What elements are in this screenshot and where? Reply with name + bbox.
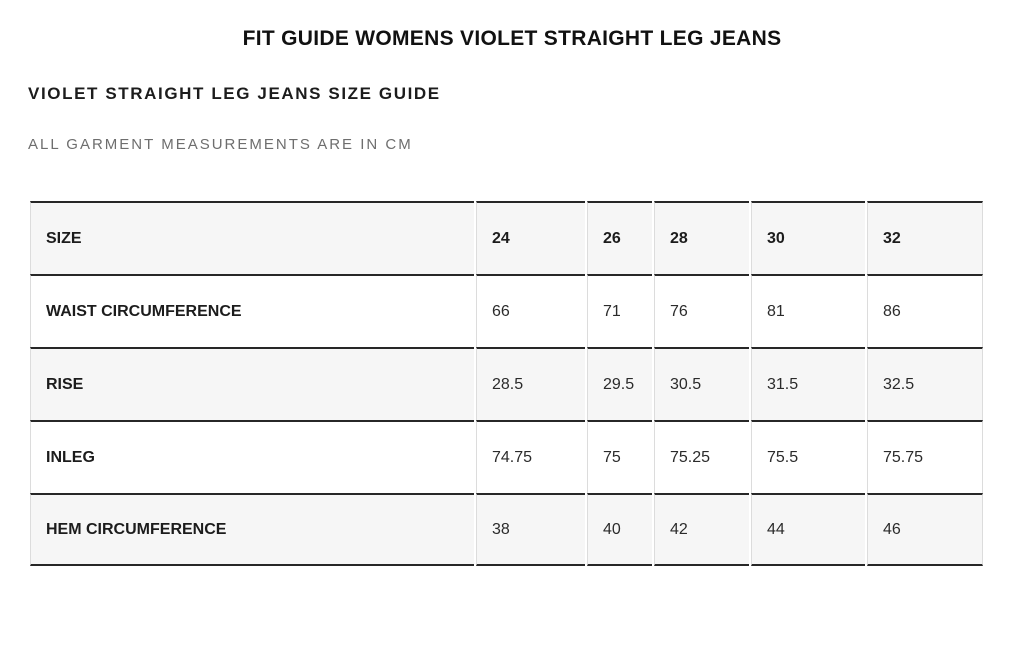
- value-cell: 28.5: [476, 347, 585, 420]
- table-row-rise: RISE 28.5 29.5 30.5 31.5 32.5: [30, 347, 983, 420]
- value-cell: 86: [867, 274, 983, 347]
- value-cell: 32.5: [867, 347, 983, 420]
- value-cell: 75.75: [867, 420, 983, 493]
- value-cell: 75: [587, 420, 652, 493]
- row-label: RISE: [30, 347, 474, 420]
- table-row-waist: WAIST CIRCUMFERENCE 66 71 76 81 86: [30, 274, 983, 347]
- row-label: HEM CIRCUMFERENCE: [30, 493, 474, 566]
- size-guide-table: SIZE 24 26 28 30 32 WAIST CIRCUMFERENCE …: [28, 201, 985, 566]
- size-column-header: 24: [476, 201, 585, 274]
- size-column-header: 30: [751, 201, 865, 274]
- value-cell: 30.5: [654, 347, 749, 420]
- value-cell: 71: [587, 274, 652, 347]
- page-title: FIT GUIDE WOMENS VIOLET STRAIGHT LEG JEA…: [242, 27, 782, 50]
- table-row-size-header: SIZE 24 26 28 30 32: [30, 201, 983, 274]
- row-label: WAIST CIRCUMFERENCE: [30, 274, 474, 347]
- value-cell: 74.75: [476, 420, 585, 493]
- value-cell: 38: [476, 493, 585, 566]
- value-cell: 31.5: [751, 347, 865, 420]
- size-column-header: 32: [867, 201, 983, 274]
- table-row-inleg: INLEG 74.75 75 75.25 75.5 75.75: [30, 420, 983, 493]
- value-cell: 29.5: [587, 347, 652, 420]
- value-cell: 42: [654, 493, 749, 566]
- section-heading: VIOLET STRAIGHT LEG JEANS SIZE GUIDE: [28, 84, 441, 103]
- value-cell: 75.25: [654, 420, 749, 493]
- value-cell: 44: [751, 493, 865, 566]
- size-column-header: 28: [654, 201, 749, 274]
- value-cell: 81: [751, 274, 865, 347]
- value-cell: 40: [587, 493, 652, 566]
- value-cell: 76: [654, 274, 749, 347]
- value-cell: 75.5: [751, 420, 865, 493]
- size-column-header: 26: [587, 201, 652, 274]
- row-label: SIZE: [30, 201, 474, 274]
- table-row-hem: HEM CIRCUMFERENCE 38 40 42 44 46: [30, 493, 983, 566]
- measurement-note: ALL GARMENT MEASUREMENTS ARE IN CM: [28, 136, 413, 153]
- value-cell: 66: [476, 274, 585, 347]
- value-cell: 46: [867, 493, 983, 566]
- row-label: INLEG: [30, 420, 474, 493]
